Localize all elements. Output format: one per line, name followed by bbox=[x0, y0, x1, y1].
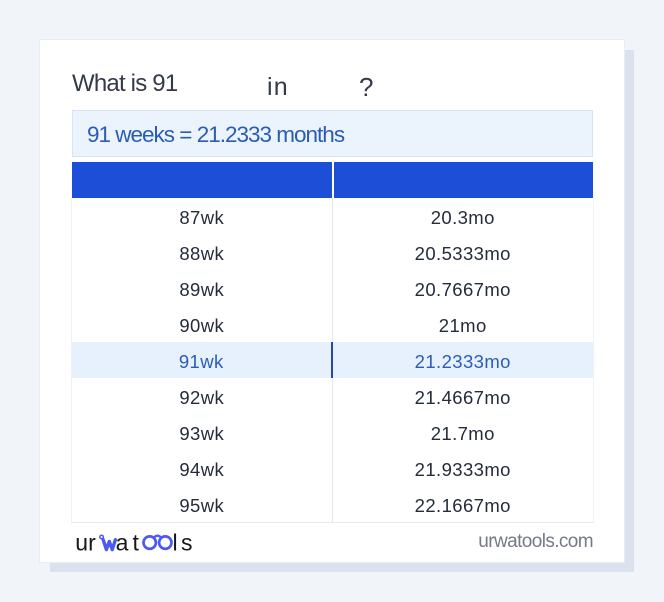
svg-text:l: l bbox=[173, 529, 178, 555]
svg-text:s: s bbox=[181, 529, 193, 555]
svg-text:a: a bbox=[116, 529, 129, 555]
svg-text:ur: ur bbox=[75, 529, 96, 555]
svg-text:t: t bbox=[133, 529, 140, 555]
